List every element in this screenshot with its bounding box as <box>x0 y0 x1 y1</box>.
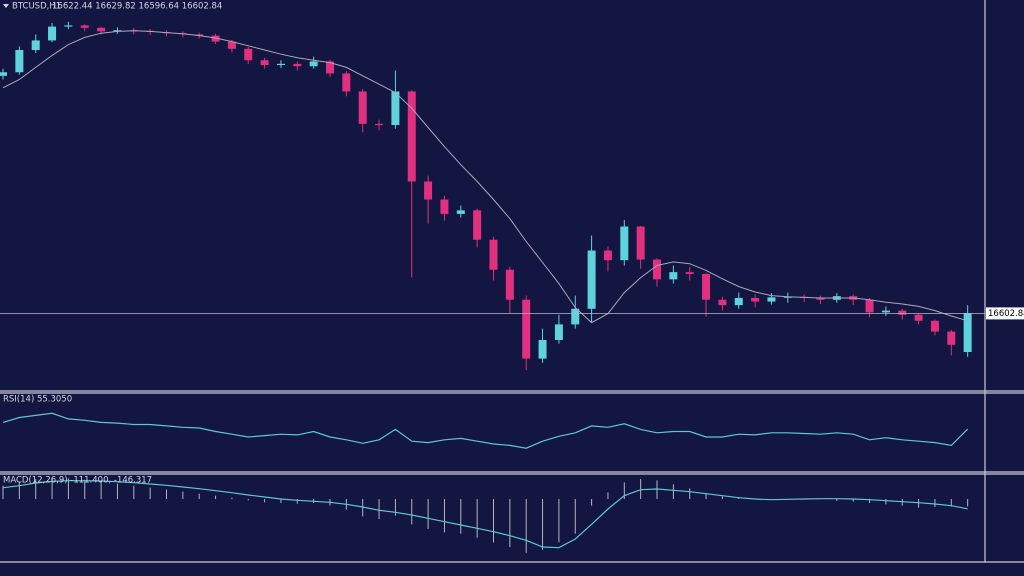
candle-body <box>473 210 482 240</box>
candle-body <box>80 25 89 28</box>
moving-average-line <box>2 30 968 324</box>
candle-body <box>767 297 776 302</box>
candle-body <box>685 272 694 274</box>
candle-body <box>587 250 596 309</box>
candle-body <box>326 61 334 74</box>
candle-body <box>424 181 433 200</box>
candle-body <box>751 297 760 302</box>
current-price-label: 16602.84 <box>988 309 1024 319</box>
candle-body <box>881 310 890 313</box>
candle-body <box>554 324 563 340</box>
candle-body <box>963 313 972 352</box>
candle-body <box>195 34 204 36</box>
candle-body <box>702 273 711 300</box>
candle-body <box>211 35 220 42</box>
indicator-line <box>2 412 969 449</box>
candle-body <box>653 259 661 280</box>
candle-body <box>865 299 874 313</box>
candle-body <box>522 299 531 359</box>
ohlc-info: 16622.44 16629.82 16596.64 16602.84 <box>52 2 222 12</box>
candle-body <box>734 297 743 306</box>
candle-body <box>603 250 612 261</box>
candle-body <box>293 63 302 67</box>
candle-body <box>505 269 514 300</box>
candle-body <box>97 27 106 32</box>
candle-body <box>375 123 384 126</box>
candle-body <box>15 50 24 73</box>
macd-signal-line <box>2 480 968 549</box>
symbol-title: BTCUSD,H1 <box>12 2 61 12</box>
candle-body <box>48 26 57 41</box>
candle-body <box>276 63 285 66</box>
candle-body <box>440 199 449 214</box>
candle-body <box>31 40 40 51</box>
candle-body <box>0 72 7 76</box>
panel-title: RSI(14) 55.3050 <box>3 395 72 405</box>
candle-body <box>620 226 629 261</box>
candle-body <box>669 272 678 280</box>
candle-body <box>358 91 367 124</box>
candle-body <box>816 297 825 300</box>
menu-arrow[interactable] <box>3 4 9 8</box>
candle-body <box>571 308 580 325</box>
panel-title: MACD(12,26,9) -111.400, -146.317 <box>3 476 152 486</box>
candle-body <box>309 61 318 67</box>
candle-body <box>260 60 269 66</box>
candle-body <box>391 91 400 126</box>
candle-body <box>407 91 416 182</box>
candle-body <box>914 314 923 321</box>
candle-body <box>718 299 727 306</box>
candle-body <box>64 25 73 27</box>
candle-body <box>113 30 122 32</box>
candle-body <box>244 48 253 61</box>
candle-body <box>227 41 236 49</box>
current-price-box <box>986 307 1024 320</box>
candle-body <box>636 226 645 260</box>
marks-layer <box>0 21 985 553</box>
candle-body <box>342 73 351 92</box>
candle-body <box>947 331 956 345</box>
candle-body <box>489 239 498 270</box>
candle-body <box>538 339 547 359</box>
candle-body <box>898 310 907 315</box>
candle-body <box>456 210 465 214</box>
labels-layer: 16602.84 RSI(14) 55.3050 MACD(12,26,9) -11… <box>3 307 1024 486</box>
candle-body <box>930 320 939 332</box>
